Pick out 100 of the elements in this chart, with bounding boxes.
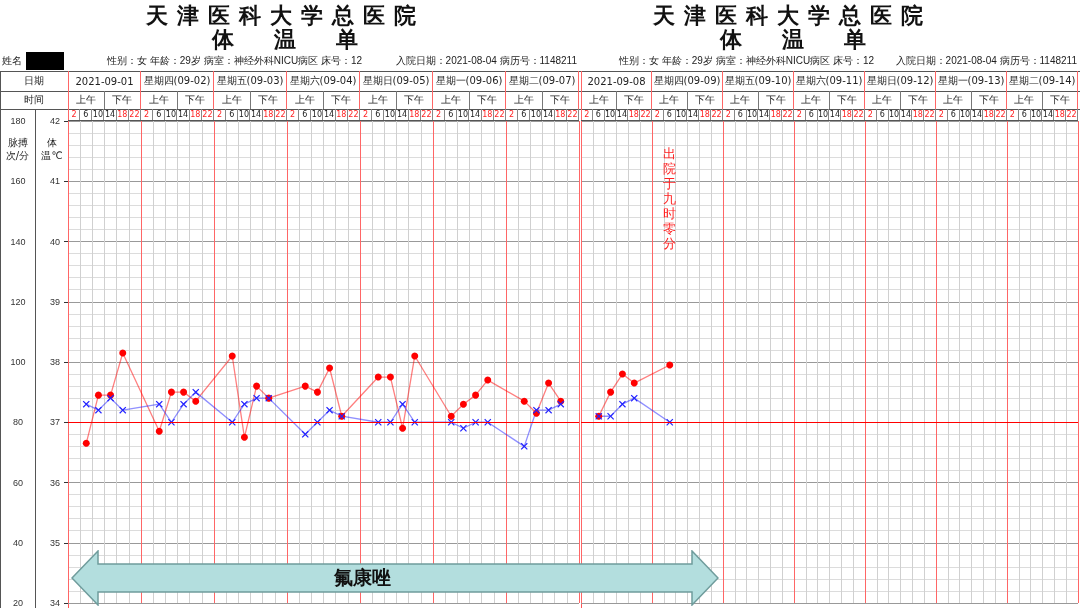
text: 下午 (900, 91, 936, 109)
x-tick-label: 22 (1066, 109, 1078, 120)
x-tick-label: 22 (274, 109, 287, 120)
x-tick-label: 2 (506, 109, 519, 120)
y2-tick-label: 40 (12, 537, 24, 548)
chart-title: 天津医科大学总医院 (144, 2, 426, 28)
text: 上午 (936, 91, 972, 109)
x-tick-label: 6 (372, 109, 385, 120)
x-tick-label: 14 (469, 109, 482, 120)
x-tick-label: 22 (420, 109, 433, 120)
y2-tick-label: 20 (12, 598, 24, 608)
x-tick-label: 2 (794, 109, 806, 120)
text: 星期四(09-02) (141, 71, 214, 91)
text: 2021-09-08 (581, 71, 652, 91)
text: 星期二(09-14) (1007, 71, 1078, 91)
annotation: 出院于九时零分 (662, 146, 677, 251)
text: 上午 (214, 91, 251, 109)
x-tick-label: 2 (287, 109, 300, 120)
text: 入院日期：2021-08-04 病历号：1148211 (895, 54, 1077, 68)
x-tick-label: 14 (250, 109, 263, 120)
x-tick-label: 22 (566, 109, 579, 120)
text: 下午 (177, 91, 214, 109)
x-tick-label: 10 (604, 109, 617, 120)
y-tick-label: 42 (49, 116, 60, 126)
text: 上午 (865, 91, 901, 109)
y-tick-label: 36 (49, 477, 60, 488)
text: 下午 (829, 91, 865, 109)
text: 日期 (23, 74, 45, 88)
x-tick-label: 2 (1007, 109, 1019, 120)
text: 星期六(09-04) (287, 71, 360, 91)
text: 性别：女 年龄：29岁 病室：神经外科NICU病区 床号：12 (619, 54, 875, 68)
text: 2021-09-01 (68, 71, 141, 91)
x-tick-label: 14 (900, 109, 913, 120)
text: 上午 (506, 91, 543, 109)
x-tick-label: 6 (663, 109, 676, 120)
x-tick-label: 10 (92, 109, 105, 120)
x-tick-label: 6 (876, 109, 889, 120)
y-tick-label: 40 (49, 236, 60, 247)
text: 下午 (971, 91, 1007, 109)
x-tick-label: 18 (408, 109, 421, 120)
chart-subtitle: 体温单 (718, 26, 906, 53)
x-tick-label: 10 (1030, 109, 1043, 120)
text: 性别：女 年龄：29岁 病室：神经外科NICU病区 床号：12 (107, 54, 363, 68)
x-tick-label: 6 (153, 109, 166, 120)
x-tick-label: 6 (805, 109, 818, 120)
text: 星期五(09-03) (214, 71, 287, 91)
y2-tick-label: 100 (10, 357, 26, 367)
x-tick-label: 6 (80, 109, 93, 120)
y2-tick-label: 140 (10, 236, 26, 247)
x-tick-label: 22 (493, 109, 506, 120)
text: 上午 (141, 91, 178, 109)
x-tick-label: 18 (912, 109, 925, 120)
x-tick-label: 18 (841, 109, 854, 120)
text: 上午 (360, 91, 397, 109)
x-tick-label: 10 (888, 109, 901, 120)
text: 星期五(09-10) (723, 71, 794, 91)
chart-title: 天津医科大学总医院 (652, 2, 933, 28)
text: 下午 (250, 91, 287, 109)
text: 入院日期：2021-08-04 病历号：1148211 (395, 54, 577, 68)
x-tick-label: 14 (542, 109, 555, 120)
x-tick-label: 10 (746, 109, 759, 120)
x-tick-label: 2 (581, 109, 593, 120)
annotation: 氟康唑 (333, 566, 393, 590)
text: 上午 (433, 91, 470, 109)
y2-tick-label: 180 (10, 116, 26, 126)
x-tick-label: 18 (116, 109, 129, 120)
x-tick-label: 22 (782, 109, 794, 120)
y2-tick-label: 160 (10, 176, 26, 187)
y-tick-label: 39 (49, 296, 60, 307)
text: 姓名 (2, 54, 22, 68)
y-tick-label: 35 (49, 537, 60, 548)
x-tick-label: 14 (1042, 109, 1055, 120)
x-tick-label: 18 (983, 109, 996, 120)
text: 上午 (287, 91, 324, 109)
y-tick-label: 41 (49, 176, 60, 187)
x-tick-label: 10 (959, 109, 972, 120)
text: 下午 (323, 91, 360, 109)
text: 下午 (687, 91, 723, 109)
x-tick-label: 22 (995, 109, 1007, 120)
text: 下午 (616, 91, 652, 109)
y-axis-title: 体温℃ (41, 136, 63, 163)
x-tick-label: 10 (530, 109, 543, 120)
text: 星期四(09-09) (652, 71, 723, 91)
text: 上午 (581, 91, 617, 109)
text: 下午 (396, 91, 433, 109)
text: 下午 (104, 91, 141, 109)
text: 下午 (542, 91, 579, 109)
x-tick-label: 14 (829, 109, 842, 120)
chart-subtitle: 体温单 (210, 26, 398, 53)
x-tick-label: 18 (554, 109, 567, 120)
x-tick-label: 2 (68, 109, 81, 120)
x-tick-label: 22 (711, 109, 723, 120)
x-tick-label: 18 (481, 109, 494, 120)
x-tick-label: 14 (687, 109, 700, 120)
x-tick-label: 10 (238, 109, 251, 120)
y2-axis-title: 脉搏次/分 (4, 136, 31, 163)
x-tick-label: 14 (323, 109, 336, 120)
y2-tick-label: 80 (12, 417, 24, 428)
x-tick-label: 22 (128, 109, 141, 120)
y-tick-label: 34 (49, 598, 60, 608)
